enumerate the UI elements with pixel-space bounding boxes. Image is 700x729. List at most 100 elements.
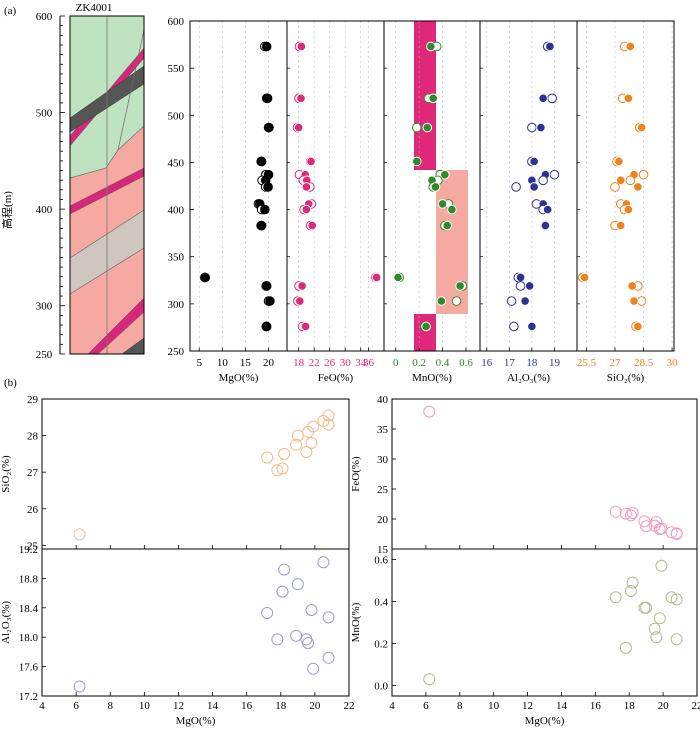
variation-point <box>317 556 330 569</box>
profile-y-tick-label: 450 <box>168 157 185 169</box>
profile-point-open <box>506 296 517 306</box>
profile-x-tick-label: 20 <box>263 357 275 369</box>
profile-x-tick-label: 25.5 <box>577 357 597 369</box>
profile-point-filled <box>422 122 433 133</box>
elevation-tick-label: 300 <box>36 301 53 313</box>
profile-point-filled <box>265 296 275 306</box>
variation-point <box>655 559 668 572</box>
profile-point-filled <box>540 220 551 231</box>
variation-y-tick-label: 0.6 <box>374 555 388 567</box>
variation-y-tick-label: 29 <box>27 394 39 406</box>
profile-point-open <box>511 182 521 192</box>
profile-point-filled <box>260 204 270 215</box>
profile-y-tick-label: 500 <box>168 110 185 122</box>
variation-x-tick-label: 18 <box>275 700 287 712</box>
profile-point-filled <box>301 182 312 192</box>
variation-point <box>302 637 315 650</box>
variation-y-tick-label: 20 <box>377 514 389 526</box>
profile-point-filled <box>527 321 537 332</box>
profile-point-filled <box>633 182 643 192</box>
profile-point-filled <box>261 41 272 52</box>
profile-x-label: MnO(%) <box>412 372 452 384</box>
profile-x-label: SiO₂(%) <box>607 372 645 384</box>
profile-point-filled <box>524 281 535 291</box>
profile-point-filled <box>256 220 267 231</box>
profile-point-filled <box>437 199 448 209</box>
profile-point-filled <box>625 41 636 52</box>
column-title: ZK4001 <box>76 2 113 14</box>
variation-x-tick-label: 4 <box>389 700 395 712</box>
profile-point-filled <box>633 321 643 332</box>
profile-point-open <box>527 122 537 133</box>
variation-x-tick-label: 6 <box>73 700 79 712</box>
variation-point <box>307 420 320 433</box>
variation-point <box>261 606 274 619</box>
profile-x-tick-label: 30 <box>667 357 679 369</box>
profile-point-filled <box>371 272 382 283</box>
variation-x-tick-label: 14 <box>207 700 219 712</box>
profile-x-tick-label: 10 <box>217 357 229 369</box>
variation-x-tick-label: 8 <box>107 700 113 712</box>
profile-x-tick-label: 27 <box>610 357 622 369</box>
profile-point-filled <box>614 156 624 167</box>
profile-point-filled <box>411 156 422 167</box>
profile-point-filled <box>436 296 447 306</box>
green-contact-line <box>117 29 144 151</box>
variation-y-label: Al₂O₃(%) <box>0 601 12 644</box>
variation-x-label: MgO(%) <box>176 715 216 727</box>
profile-x-tick-label: 18 <box>526 357 538 369</box>
variation-y-tick-label: 26 <box>27 504 39 516</box>
variation-plot-al2o3: 17.2 17.6 18.0 18.4 18.8 19.2 4 6 8 10 12 14 16 18 20 2… <box>0 544 355 727</box>
profile-x-tick-label: 15 <box>240 357 252 369</box>
profile-point-filled <box>529 156 539 167</box>
profile-point-filled <box>636 122 647 133</box>
variation-y-tick-label: 18.4 <box>19 603 39 615</box>
profile-point-filled <box>623 93 634 104</box>
profile-y-tick-label: 400 <box>168 205 185 217</box>
profile-point-filled <box>542 204 553 215</box>
profile-point-open <box>547 93 557 104</box>
profile-point-open <box>515 281 526 291</box>
dyke-dark-2 <box>121 337 144 354</box>
variation-y-tick-label: 15 <box>377 544 389 556</box>
variation-y-tick-label: 0.0 <box>374 681 388 693</box>
variation-point <box>670 593 683 606</box>
variation-y-tick-label: 25 <box>27 540 39 552</box>
profile-point-filled <box>295 296 305 306</box>
variation-x-tick-label: 8 <box>457 700 463 712</box>
profile-point-open <box>509 321 519 332</box>
profile-point-filled <box>261 321 272 332</box>
profile-point-filled <box>430 182 441 192</box>
variation-point <box>423 673 436 686</box>
profile-x-tick-label: 0.6 <box>459 357 473 369</box>
profile-y-tick-label: 250 <box>168 346 185 358</box>
profile-point-filled <box>393 272 403 283</box>
profile-point-filled <box>426 41 436 52</box>
elevation-axis: 250 300 400 500 600 高程(m) <box>0 11 65 361</box>
variation-x-tick-label: 20 <box>658 700 670 712</box>
variation-point <box>665 591 678 604</box>
variation-point <box>650 631 663 644</box>
variation-x-tick-label: 4 <box>39 700 45 712</box>
mno-bar-lower <box>414 314 436 351</box>
variation-x-tick-label: 10 <box>139 700 151 712</box>
variation-point <box>619 641 632 654</box>
variation-x-tick-label: 18 <box>624 700 636 712</box>
profile-point-filled <box>296 41 307 52</box>
variation-point <box>271 464 284 477</box>
profile-point-filled <box>520 296 530 306</box>
drill-column: ZK4001 <box>69 2 145 355</box>
variation-y-label: MnO(%) <box>350 602 362 642</box>
profile-point-open <box>610 182 620 192</box>
profile-point-filled <box>264 122 274 133</box>
variation-point <box>322 418 335 431</box>
variation-y-tick-label: 0.4 <box>374 597 388 609</box>
profile-x-tick-label: 0 <box>393 357 399 369</box>
profile-point-filled <box>256 156 267 167</box>
variation-x-tick-label: 10 <box>488 700 500 712</box>
variation-x-tick-label: 16 <box>241 700 253 712</box>
profile-x-tick-label: 16 <box>481 357 493 369</box>
variation-x-label: MgO(%) <box>525 715 565 727</box>
